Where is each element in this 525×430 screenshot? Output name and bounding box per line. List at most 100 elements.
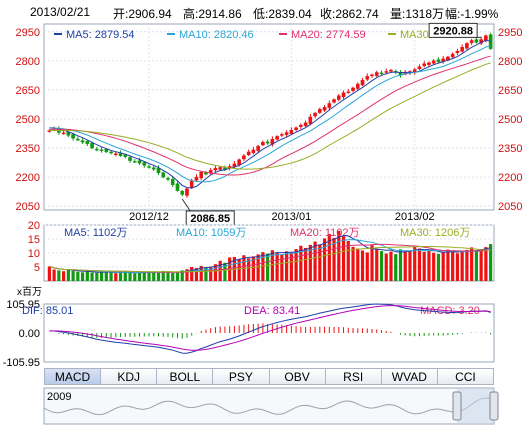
- navigator-handle-right[interactable]: [489, 391, 499, 421]
- volume-bar: [313, 241, 317, 281]
- volume-bar: [356, 248, 360, 281]
- volume-legend-label: MA5: 1102万: [64, 227, 127, 239]
- candle-body: [237, 159, 241, 166]
- candle-body: [194, 176, 199, 181]
- kline-ytick-right: 2650: [498, 85, 522, 97]
- quote-change: 幅:-1.99%: [445, 7, 499, 21]
- candle-body: [374, 72, 379, 76]
- navigator-selected-range: [457, 388, 494, 424]
- volume-bar: [80, 272, 85, 281]
- volume-bar: [384, 253, 388, 281]
- tab-rsi[interactable]: RSI: [325, 368, 382, 385]
- candle-body: [460, 47, 464, 52]
- tab-boll[interactable]: BOLL: [157, 368, 214, 385]
- candle-body: [251, 149, 256, 153]
- candle-body: [80, 140, 85, 143]
- volume-bar: [99, 272, 104, 281]
- volume-legend-label: MA20: 1102万: [290, 227, 360, 239]
- candle-body: [175, 183, 180, 191]
- candle-body: [275, 136, 279, 140]
- candle-body: [332, 99, 336, 103]
- kline-ytick-right: 2200: [498, 172, 522, 184]
- candle-body: [417, 66, 422, 70]
- kline-ytick-left: 2500: [16, 114, 40, 126]
- tab-psy[interactable]: PSY: [213, 368, 270, 385]
- volume-bar: [90, 272, 94, 281]
- navigator-handle-left[interactable]: [452, 391, 462, 421]
- volume-bar: [199, 265, 203, 281]
- candle-body: [327, 103, 332, 108]
- volume-bar: [332, 237, 336, 281]
- volume-bar: [76, 271, 80, 281]
- candle-body: [303, 122, 308, 127]
- candle-body: [355, 83, 360, 89]
- volume-bar: [190, 267, 194, 281]
- kline-xtick: 2012/12: [129, 211, 169, 223]
- volume-bar: [166, 271, 170, 281]
- ma20-line: [49, 55, 491, 176]
- tab-obv[interactable]: OBV: [269, 368, 326, 385]
- kline-ytick-right: 2950: [498, 27, 522, 39]
- candle-body: [85, 140, 90, 144]
- candle-body: [142, 162, 147, 166]
- volume-ma10-line: [49, 239, 491, 273]
- candle-body: [265, 141, 270, 144]
- kline-xtick: 2013/01: [271, 211, 311, 223]
- volume-bar: [446, 249, 450, 281]
- volume-bar: [228, 257, 232, 281]
- candle-body: [289, 129, 294, 134]
- tab-wvad[interactable]: WVAD: [381, 368, 438, 385]
- volume-bar: [209, 266, 213, 281]
- volume-bar: [194, 268, 199, 281]
- candle-body: [156, 167, 161, 173]
- candle-body: [199, 172, 204, 179]
- volume-bar: [370, 245, 374, 281]
- candle-body: [170, 178, 175, 186]
- candle-body: [71, 134, 75, 139]
- volume-bar: [142, 272, 146, 281]
- tab-macd[interactable]: MACD: [44, 368, 102, 385]
- volume-bar: [251, 256, 255, 281]
- volume-bar: [422, 251, 426, 281]
- volume-bar: [180, 270, 184, 281]
- candle-body: [137, 160, 142, 164]
- volume-bar: [285, 251, 289, 281]
- candle-body: [280, 134, 284, 136]
- volume-bar: [109, 272, 113, 281]
- volume-bar: [223, 262, 227, 281]
- quote-info-bar: 2013/02/21 开:2906.94 高:2914.86 低:2839.04…: [0, 0, 525, 22]
- candle-body: [370, 74, 374, 76]
- macd-dea-line: [49, 305, 491, 351]
- volume-bar: [237, 258, 241, 281]
- volume-bar: [474, 250, 478, 281]
- navigator-frame: [43, 387, 495, 425]
- candle-body: [365, 76, 370, 80]
- volume-bar: [465, 249, 469, 281]
- macd-dif-line: [49, 303, 491, 354]
- volume-bar: [403, 250, 407, 281]
- kline-legend-label: MA10: 2820.46: [179, 29, 254, 41]
- candle-body: [132, 161, 137, 163]
- volume-bar: [213, 264, 218, 281]
- candle-body: [360, 79, 365, 86]
- volume-bar: [175, 272, 180, 281]
- kline-ytick-right: 2800: [498, 56, 522, 68]
- volume-bar: [455, 253, 460, 281]
- volume-bar: [95, 272, 99, 281]
- candle-body: [180, 190, 185, 195]
- volume-bar: [204, 267, 208, 281]
- candle-body: [484, 35, 488, 41]
- volume-bar: [66, 269, 70, 281]
- tab-cci[interactable]: CCI: [437, 368, 494, 385]
- ma10-line: [49, 45, 491, 183]
- volume-bar: [71, 270, 75, 281]
- candle-body: [294, 127, 298, 130]
- quote-high: 高:2914.86: [183, 7, 242, 21]
- macd-legend-label: DIF: 85.01: [22, 305, 73, 317]
- tab-kdj[interactable]: KDJ: [101, 368, 158, 385]
- volume-bar: [171, 272, 175, 281]
- volume-bar: [299, 245, 303, 281]
- candle-body: [284, 132, 289, 135]
- volume-bar: [479, 249, 483, 281]
- candle-body: [185, 188, 189, 196]
